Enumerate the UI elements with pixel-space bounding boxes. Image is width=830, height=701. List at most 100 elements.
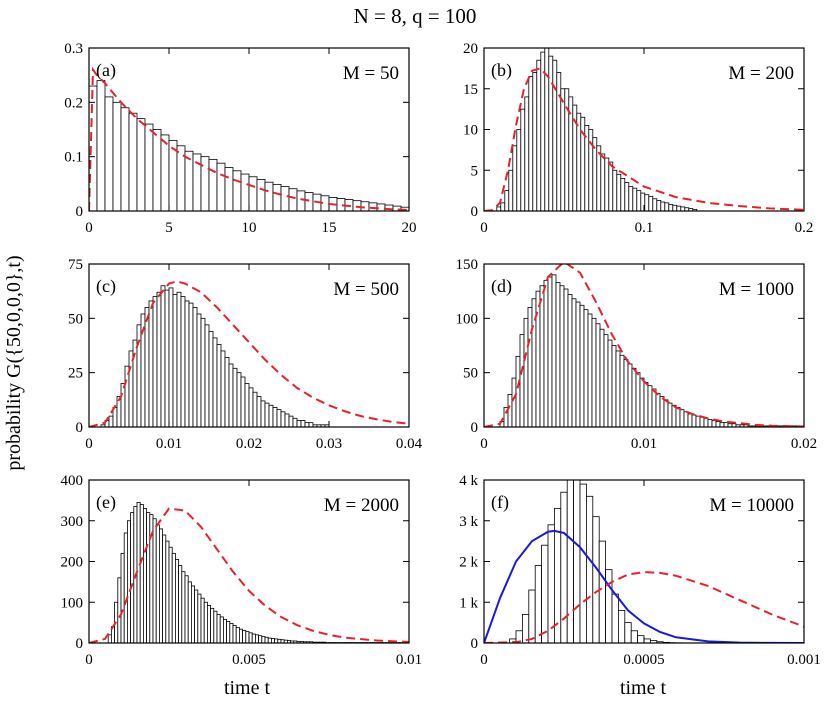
histogram-bar [579, 304, 585, 427]
histogram-bar [655, 392, 661, 427]
histogram-bar [603, 334, 609, 427]
histogram-bar [667, 402, 673, 427]
histogram-bar [240, 173, 250, 211]
panel-letter: (f) [491, 492, 509, 513]
histogram-bar [123, 532, 128, 643]
histogram-bar [208, 158, 218, 211]
histogram-bar [256, 179, 266, 211]
histogram-bar [190, 585, 195, 643]
y-tick-label: 0.1 [64, 150, 83, 166]
histogram-bar [226, 621, 231, 643]
histogram-bar [552, 59, 558, 211]
histogram-bar [112, 101, 122, 211]
histogram-bar [636, 190, 642, 211]
histogram-bar [264, 181, 274, 211]
histogram-bar [507, 393, 513, 427]
histogram-bar [276, 409, 282, 427]
histogram-bar [687, 413, 693, 427]
histogram-bar [292, 417, 298, 427]
x-tick-label: 0.005 [232, 652, 266, 668]
histogram-bar [715, 421, 721, 427]
x-tick-label: 0.2 [795, 220, 814, 236]
dashed-fit-curve [484, 264, 804, 427]
histogram-bar [216, 344, 222, 427]
histogram-bar [164, 289, 170, 427]
panel-title: M = 1000 [719, 279, 794, 300]
histogram-bar [308, 422, 314, 427]
histogram-bar [244, 383, 250, 427]
x-tick-label: 0 [85, 652, 93, 668]
histogram-bar [251, 633, 256, 643]
histogram-bar [128, 112, 138, 211]
dashed-fit-curve [89, 66, 409, 211]
histogram-bar [213, 610, 218, 643]
curves [484, 529, 804, 643]
histogram-bar [197, 593, 202, 643]
histogram-bar [522, 614, 530, 643]
histogram-bar [512, 145, 518, 211]
histogram-bar [723, 422, 729, 427]
histogram-bar [196, 313, 202, 427]
histogram-bar [604, 157, 610, 211]
x-tick-label: 10 [242, 220, 257, 236]
histogram-bar [579, 483, 587, 643]
histogram-bar [520, 108, 526, 211]
histogram-bar [152, 296, 158, 427]
histogram-bar [644, 194, 650, 211]
x-tick-label: 5 [165, 220, 173, 236]
histogram-bar [672, 204, 678, 211]
histogram-bar [188, 302, 194, 427]
histogram-bar [264, 636, 269, 643]
x-tick-label: 0.1 [635, 220, 654, 236]
y-tick-label: 0 [76, 204, 84, 220]
histogram-bar [664, 202, 670, 211]
histogram-bar [178, 565, 183, 643]
histogram-bar [168, 546, 173, 643]
x-tick-label: 0.001 [787, 652, 821, 668]
histogram-bar [543, 279, 549, 427]
histogram-bar [719, 422, 725, 427]
histogram-bar [206, 605, 211, 643]
y-tick-label: 20 [463, 41, 478, 57]
histogram-bar [252, 391, 258, 427]
histogram-bar [152, 518, 157, 643]
panel-letter: (d) [491, 276, 512, 297]
histogram-bar [599, 328, 605, 427]
histogram-bar [584, 125, 590, 211]
histogram-bar [160, 134, 170, 211]
histogram-bar [616, 173, 622, 211]
histogram-bar [504, 190, 510, 211]
histogram-bar [224, 357, 230, 427]
y-tick-label: 150 [456, 257, 479, 273]
histogram-bar [187, 581, 192, 643]
histogram-bar [651, 388, 657, 427]
panel-f: 0 0.0005 0.001 0 1 k 2 k 3 k 4 k (f) M = 10000 [459, 473, 821, 668]
histogram-bar [260, 400, 266, 427]
histogram-bar [663, 399, 669, 427]
histogram-bar [232, 367, 238, 427]
y-tick-label: 0 [76, 636, 84, 652]
histogram-bar [611, 593, 619, 643]
histogram-bar [203, 601, 208, 643]
y-tick-label: 0 [471, 636, 479, 652]
histogram-bar [208, 330, 214, 427]
y-tick-label: 0 [76, 420, 84, 436]
xlabel-right: time t [620, 677, 667, 699]
histogram-bar [611, 345, 617, 427]
histogram-bar [591, 317, 597, 427]
histogram-bar [575, 301, 581, 427]
histogram-bar [200, 597, 205, 643]
histogram-bar [628, 186, 634, 211]
histogram-bar [210, 607, 215, 643]
histogram-bar [547, 276, 553, 427]
histogram-bar [607, 339, 613, 427]
figure-suptitle: N = 8, q = 100 [354, 4, 477, 28]
y-tick-label: 2 k [459, 555, 478, 571]
histogram-bar [268, 404, 274, 427]
histogram-bar [130, 512, 135, 643]
histogram-bar [261, 636, 266, 643]
histogram-bar [256, 396, 262, 427]
histogram-bar [631, 367, 637, 427]
histogram-bar [592, 516, 600, 643]
histogram-bar [544, 48, 550, 211]
